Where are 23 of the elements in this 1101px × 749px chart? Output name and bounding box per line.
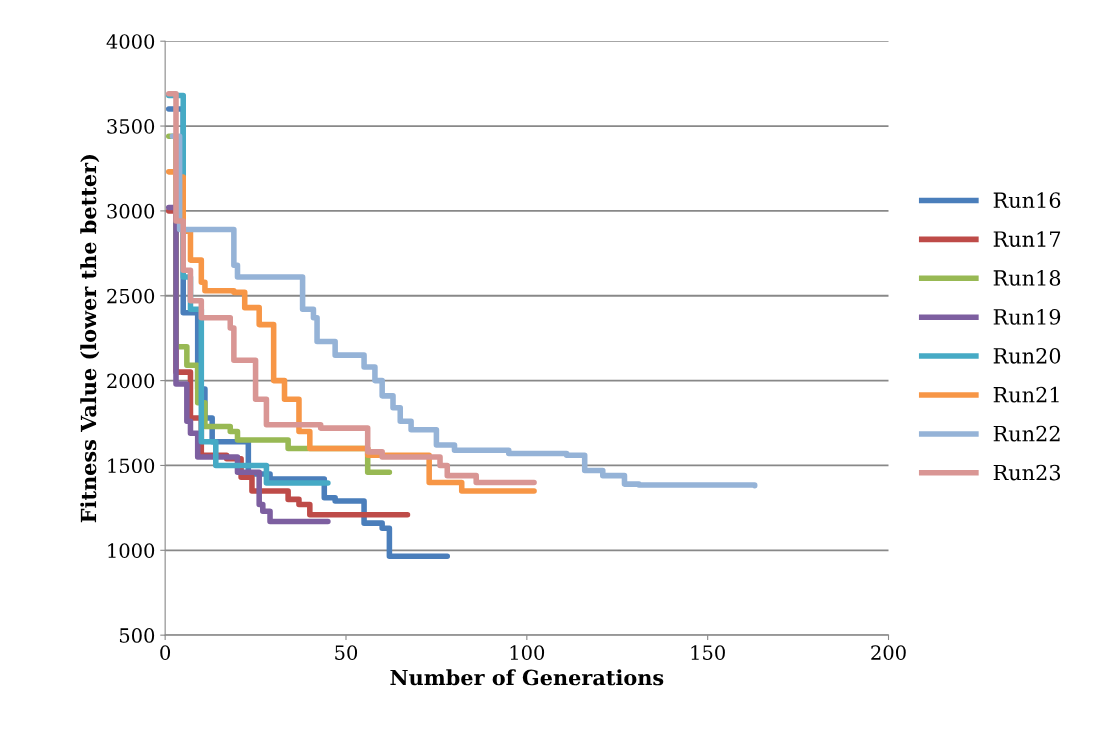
x-tick-label: 100 — [510, 645, 545, 660]
y-tick-label: 1000 — [108, 543, 155, 558]
legend-label: Run21 — [993, 386, 1059, 403]
y-tick-label: 2500 — [107, 288, 155, 304]
x-tick-label: 0 — [160, 645, 171, 660]
x-tick-label: 200 — [871, 645, 906, 660]
y-tick-label: 3000 — [107, 203, 155, 219]
y-tick-label: 2000 — [107, 373, 155, 389]
legend-label: Run22 — [993, 425, 1060, 442]
legend-label: Run20 — [993, 347, 1061, 364]
legend-label: Run18 — [993, 270, 1061, 286]
y-tick-label: 4000 — [106, 34, 155, 49]
x-tick-label: 50 — [335, 645, 358, 660]
legend-label: Run16 — [993, 192, 1061, 209]
legend-label: Run19 — [993, 309, 1061, 325]
y-axis-title: Fitness Value (lower the better) — [80, 155, 100, 523]
y-tick-label: 500 — [119, 628, 155, 643]
y-tick-label: 3500 — [107, 119, 155, 134]
y-tick-label: 1500 — [108, 458, 155, 474]
legend-label: Run17 — [993, 231, 1061, 247]
legend-label: Run23 — [993, 464, 1061, 481]
x-axis-title: Number of Generations — [390, 669, 664, 686]
x-tick-label: 150 — [691, 645, 725, 660]
